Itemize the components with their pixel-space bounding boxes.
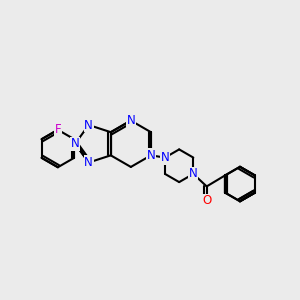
Text: N: N	[84, 118, 93, 131]
Text: F: F	[55, 123, 61, 136]
Text: N: N	[84, 156, 93, 169]
Text: O: O	[202, 194, 211, 207]
Text: N: N	[160, 151, 169, 164]
Text: N: N	[127, 114, 135, 127]
Text: N: N	[71, 137, 80, 150]
Text: N: N	[189, 167, 198, 180]
Text: N: N	[146, 149, 155, 162]
